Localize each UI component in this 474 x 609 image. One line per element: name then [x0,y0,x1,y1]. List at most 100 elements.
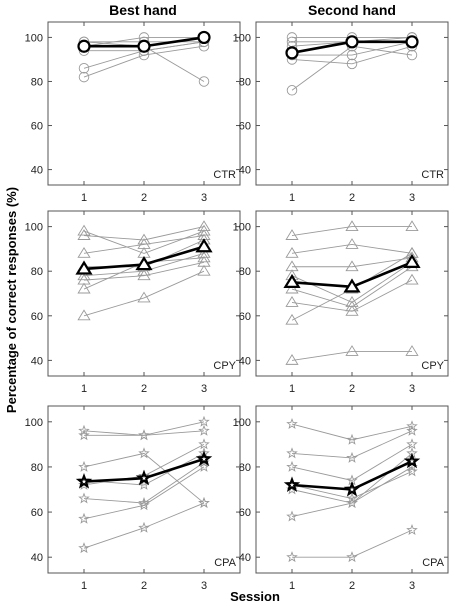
individual-line [83,502,205,549]
group-label: CPA [422,557,444,569]
individual-line [291,430,413,459]
data-point [198,438,210,450]
individual-line [291,226,412,236]
individual-series [77,224,211,258]
data-point [285,354,299,365]
data-point [78,63,90,74]
data-point [346,49,358,61]
mean-series [283,253,421,293]
data-point [285,282,299,294]
individual-line [291,266,413,308]
data-point [286,551,298,563]
y-tick-label: 40 [239,552,251,564]
data-point [286,417,298,429]
data-point [405,220,419,232]
panel-2: 40 60 80 100 1 2 3 CTR [233,21,449,204]
panel-6: 40 60 80 100 1 2 3 CPA [233,405,449,592]
y-tick-label: 60 [239,311,251,323]
data-point [138,499,150,511]
x-tick-label: 1 [81,580,87,592]
individual-line [83,261,205,281]
data-point [286,85,298,96]
data-point [77,224,91,236]
mean-point [345,35,359,49]
data-point [198,424,210,436]
y-tick-label: 60 [31,311,43,323]
data-point [137,233,151,245]
group-label: CPA [214,557,236,569]
panel-5: 40 60 80 100 1 2 3 CPA [25,405,241,592]
data-point [346,451,358,463]
mean-point [405,35,419,49]
y-tick-label: 80 [239,462,251,474]
data-point [138,521,150,533]
data-point [346,433,358,445]
data-point [345,304,359,316]
data-point [405,345,419,356]
y-tick-label: 40 [239,355,251,367]
data-point [346,58,358,70]
y-tick-label: 100 [233,32,251,44]
x-tick-label: 2 [349,192,355,204]
x-axis-label: Session [230,589,280,604]
y-tick-label: 100 [25,32,43,44]
data-point [286,460,298,472]
individual-line [83,270,205,317]
data-point [77,309,91,321]
data-point [198,460,210,472]
individual-series [77,264,211,321]
column-title-second-hand: Second hand [308,2,396,18]
x-tick-label: 1 [81,192,87,204]
y-tick-label: 80 [239,76,251,88]
y-tick-label: 80 [31,462,43,474]
mean-point [135,256,153,271]
individual-series [78,424,210,441]
column-title-best-hand: Best hand [109,2,177,18]
y-tick-label: 100 [233,222,251,234]
mean-series [75,450,213,489]
individual-line [291,351,412,361]
individual-line [292,257,413,268]
data-point [345,260,359,272]
x-tick-label: 2 [349,580,355,592]
individual-series [286,424,418,463]
group-label: CPY [213,360,236,372]
individual-series [286,417,418,445]
data-point [346,496,358,508]
data-point [405,273,419,285]
mean-series [75,238,213,275]
x-tick-label: 3 [201,383,207,395]
panel-4: 40 60 80 100 1 2 3 CPY [233,210,449,395]
mean-point [195,238,213,253]
mean-point [285,46,299,60]
data-point [285,229,299,240]
mean-series [283,452,421,497]
individual-series [285,220,419,240]
data-point [78,512,90,524]
y-tick-label: 60 [31,121,43,133]
individual-line [83,452,205,504]
panel-3: 40 60 80 100 1 2 3 CPY [25,210,241,395]
mean-point [343,480,361,497]
data-point [78,460,90,472]
x-tick-label: 1 [289,383,295,395]
plot-frame [47,210,241,377]
y-tick-label: 40 [31,355,43,367]
mean-series [285,35,419,60]
individual-series [285,345,419,365]
data-point [345,220,359,232]
individual-line [292,529,413,558]
individual-line [291,243,413,254]
individual-line [291,423,413,441]
data-point [78,429,90,441]
individual-line [83,462,205,504]
data-point [77,229,91,240]
x-tick-label: 2 [349,383,355,395]
mean-point [197,30,211,45]
individual-line [83,226,205,241]
y-tick-label: 100 [233,417,251,429]
y-tick-label: 60 [239,507,251,519]
individual-series [285,273,419,316]
